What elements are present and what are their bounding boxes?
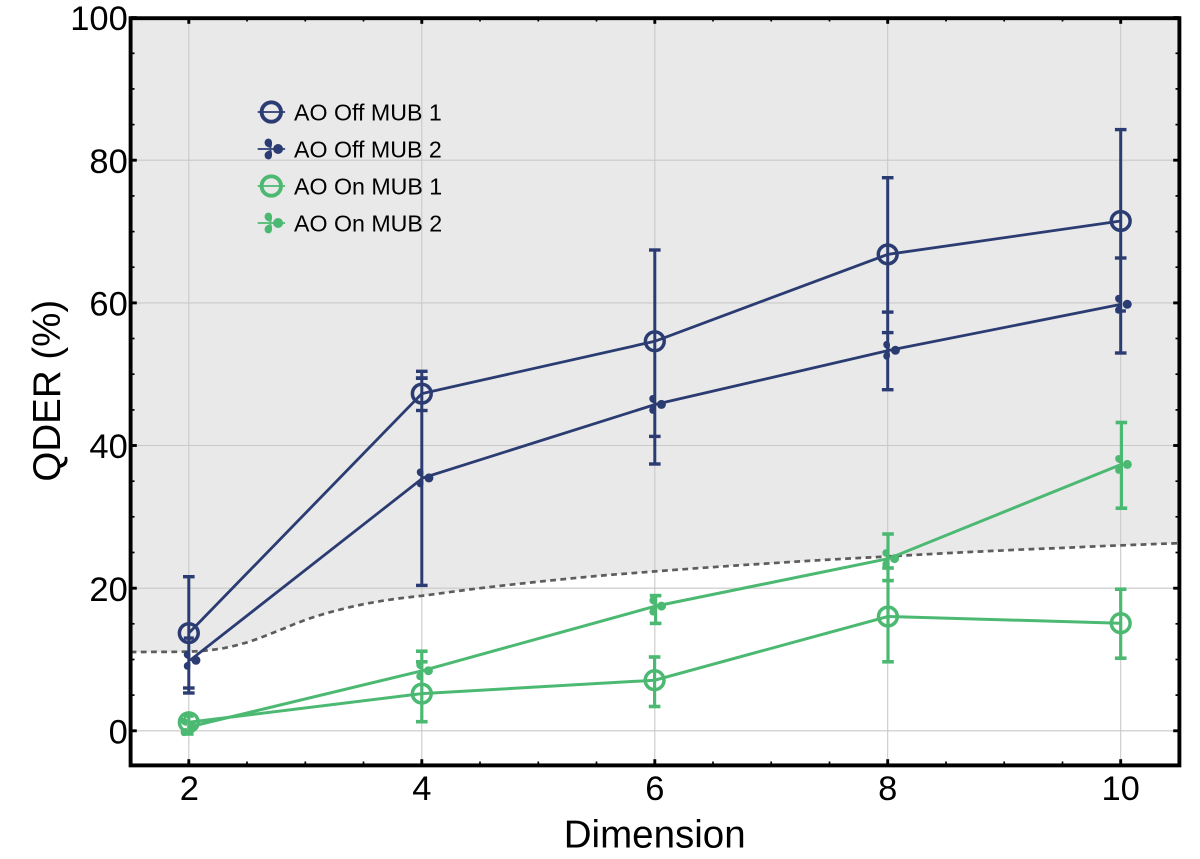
svg-text:40: 40 bbox=[89, 428, 127, 466]
svg-text:0: 0 bbox=[109, 713, 128, 751]
svg-text:60: 60 bbox=[89, 286, 127, 324]
svg-text:20: 20 bbox=[89, 571, 127, 609]
svg-text:2: 2 bbox=[180, 770, 199, 808]
svg-text:100: 100 bbox=[70, 0, 128, 38]
svg-text:AO On MUB 1: AO On MUB 1 bbox=[294, 173, 442, 199]
svg-text:AO Off MUB 1: AO Off MUB 1 bbox=[294, 99, 442, 125]
svg-text:10: 10 bbox=[1102, 770, 1140, 808]
svg-text:80: 80 bbox=[89, 143, 127, 181]
svg-text:AO Off MUB 2: AO Off MUB 2 bbox=[294, 136, 442, 162]
svg-text:QDER (%): QDER (%) bbox=[26, 300, 69, 482]
svg-text:Dimension: Dimension bbox=[564, 814, 746, 857]
svg-text:AO On MUB 2: AO On MUB 2 bbox=[294, 210, 442, 236]
svg-text:4: 4 bbox=[412, 770, 431, 808]
svg-text:8: 8 bbox=[878, 770, 897, 808]
svg-text:6: 6 bbox=[645, 770, 664, 808]
